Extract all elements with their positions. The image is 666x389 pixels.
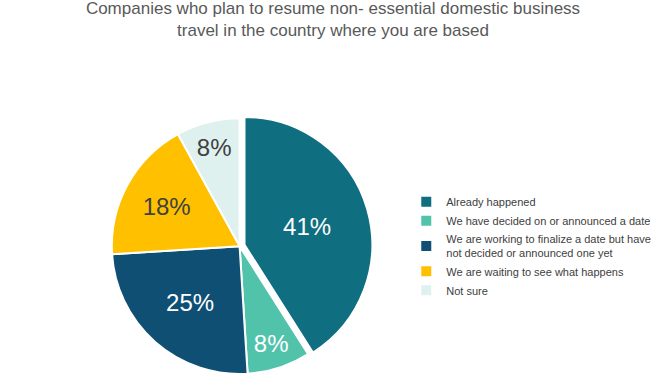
svg-text:We are working to finalize a d: We are working to finalize a date but ha…	[446, 233, 651, 259]
svg-text:8%: 8%	[254, 330, 289, 357]
svg-text:41%: 41%	[283, 213, 331, 240]
svg-text:We have decided on or announce: We have decided on or announced a date	[446, 215, 650, 227]
svg-text:18%: 18%	[143, 193, 191, 220]
svg-text:Companies who plan to resume n: Companies who plan to resume non- essent…	[86, 0, 580, 40]
svg-text:8%: 8%	[197, 134, 232, 161]
svg-text:Not sure: Not sure	[446, 285, 488, 297]
svg-text:We are waiting to see what hap: We are waiting to see what happens	[446, 266, 624, 278]
svg-text:Already happened: Already happened	[446, 196, 535, 208]
svg-text:25%: 25%	[166, 289, 214, 316]
